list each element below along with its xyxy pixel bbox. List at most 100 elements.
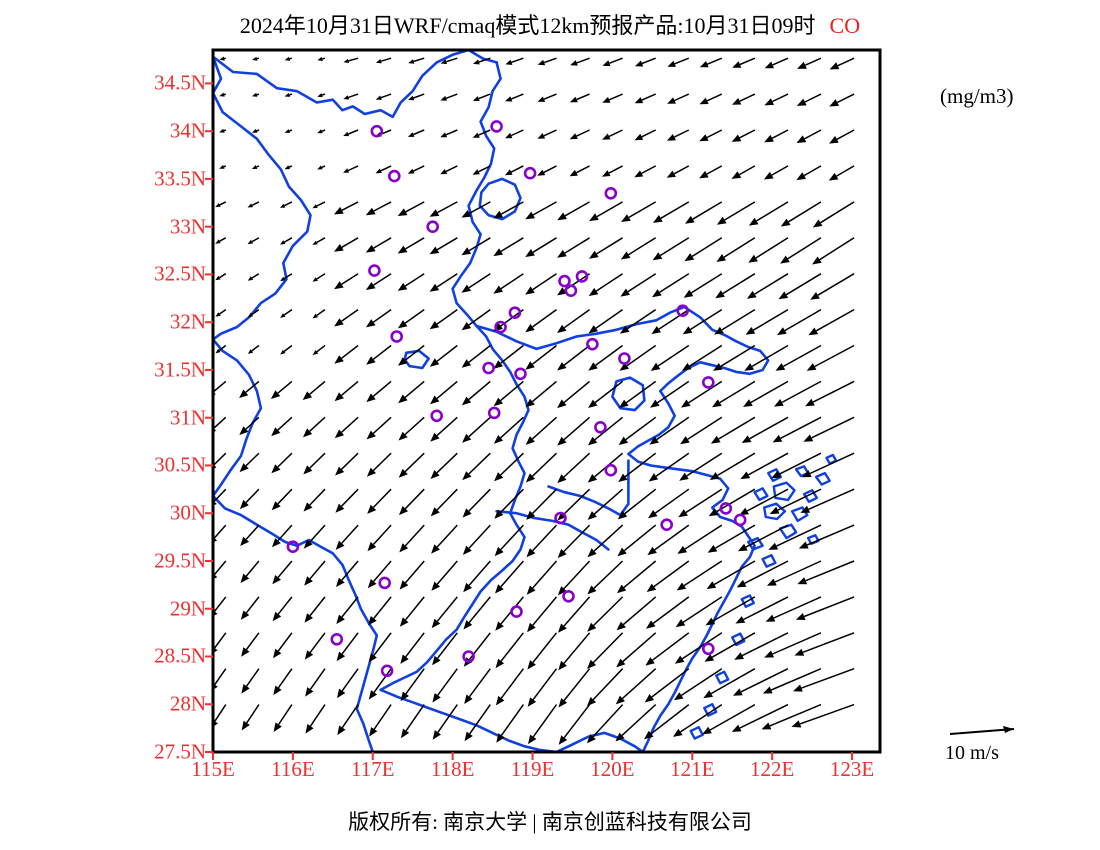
station-marker[interactable] (575, 270, 589, 283)
wind-vector-arrow (408, 93, 425, 101)
wind-vector-arrow (493, 344, 524, 369)
wind-vector-arrow (525, 201, 557, 220)
station-marker[interactable] (660, 518, 674, 532)
wind-vector-arrow (400, 704, 425, 739)
wind-vector-arrow (280, 201, 293, 208)
wind-vector-arrow (214, 524, 227, 542)
wind-vector-arrow (525, 380, 557, 408)
wind-vector-arrow (618, 416, 657, 445)
station-marker[interactable] (676, 304, 690, 318)
wind-vector-arrow (241, 704, 260, 731)
station-marker[interactable] (562, 589, 575, 603)
wind-vector-arrow (273, 668, 293, 696)
wind-vector-arrow (617, 488, 657, 520)
wind-vector-arrow (239, 452, 260, 473)
station-marker[interactable] (618, 352, 631, 365)
y-axis-tick-label: 30N (169, 500, 206, 525)
wind-vector-arrow (303, 488, 326, 512)
province-boundary (403, 349, 430, 370)
station-marker[interactable] (368, 264, 381, 277)
province-boundary (379, 688, 555, 751)
station-marker[interactable] (564, 284, 578, 298)
station-marker[interactable] (701, 376, 715, 389)
wind-vector-arrow (587, 488, 624, 520)
wind-vector-arrow (616, 596, 657, 631)
station-marker[interactable] (719, 502, 733, 515)
wind-vector-arrow (366, 416, 392, 440)
station-marker[interactable] (594, 420, 607, 434)
station-marker[interactable] (330, 632, 344, 646)
station-marker[interactable] (387, 169, 401, 183)
wind-vector-arrow (219, 56, 226, 61)
wind-vector-arrow (558, 632, 591, 671)
wind-vector-arrow (375, 93, 392, 100)
wind-vector-arrow (741, 416, 789, 443)
station-marker[interactable] (523, 166, 537, 180)
wind-vector-arrow (712, 380, 756, 408)
wind-vector-arrow (679, 452, 723, 481)
wind-vector-arrow (398, 344, 425, 366)
wind-vector-arrow (778, 273, 822, 300)
wind-vector-arrow (699, 165, 723, 179)
province-boundary (214, 339, 263, 497)
station-marker[interactable] (701, 642, 715, 656)
station-marker[interactable] (426, 220, 440, 233)
station-marker[interactable] (508, 306, 522, 320)
wind-vector-arrow (557, 488, 591, 521)
station-marker[interactable] (554, 511, 567, 525)
station-marker[interactable] (370, 124, 384, 138)
province-boundary (655, 305, 770, 393)
wind-vector-arrow (645, 632, 690, 666)
x-axis-tick-label: 120E (590, 757, 635, 781)
wind-vector-arrow (709, 452, 756, 480)
wind-vector-arrow (526, 524, 558, 558)
wind-vector-arrow (241, 632, 260, 657)
wind-vector-arrow (715, 273, 756, 299)
wind-vector-arrow (312, 308, 326, 319)
wind-vector-arrow (796, 129, 822, 143)
wind-vector-arrow (617, 560, 657, 594)
wind-vector-arrow (496, 704, 525, 743)
station-marker[interactable] (604, 463, 618, 477)
wind-vector-arrow (635, 57, 656, 67)
y-axis-tick-label: 29.5N (154, 548, 206, 573)
station-marker[interactable] (380, 664, 394, 678)
station-marker[interactable] (378, 576, 392, 590)
wind-vector-arrow (775, 344, 822, 371)
species-label: CO (829, 13, 861, 38)
station-marker[interactable] (430, 409, 444, 423)
station-marker[interactable] (482, 361, 495, 375)
wind-vector-arrow (462, 416, 491, 443)
wind-vector-arrow (215, 237, 227, 244)
island-outline (763, 502, 787, 521)
wind-vector-arrow (334, 201, 359, 215)
wind-vector-arrow (399, 560, 425, 590)
station-marker[interactable] (462, 650, 475, 663)
wind-vector-arrow (214, 668, 227, 689)
wind-vector-arrow (303, 416, 326, 438)
station-marker[interactable] (390, 330, 404, 343)
wind-vector-arrow (678, 488, 723, 518)
station-marker[interactable] (490, 120, 503, 133)
station-marker[interactable] (604, 187, 618, 200)
wind-vector-arrow (589, 237, 623, 259)
wind-vector-arrow (621, 201, 657, 222)
station-marker[interactable] (558, 274, 571, 288)
wind-vector-arrow (569, 129, 590, 140)
station-marker[interactable] (514, 367, 527, 381)
wind-vector-arrow (367, 560, 392, 589)
wind-vector-arrow (429, 273, 458, 292)
station-marker[interactable] (286, 540, 300, 554)
station-marker[interactable] (510, 605, 523, 618)
station-marker[interactable] (586, 337, 599, 351)
wind-vector-arrow (440, 57, 458, 65)
island-outline (790, 506, 809, 523)
wind-vector-arrow (334, 308, 359, 327)
station-marker[interactable] (487, 406, 501, 420)
station-marker[interactable] (733, 513, 747, 527)
wind-vector-arrow (317, 165, 326, 170)
wind-vector-arrow (430, 380, 458, 405)
station-marker[interactable] (494, 320, 507, 334)
